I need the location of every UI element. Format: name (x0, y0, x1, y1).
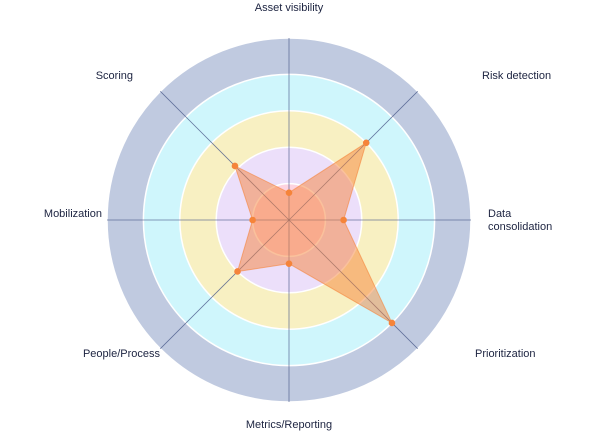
data-point[interactable] (234, 268, 241, 275)
data-point[interactable] (249, 216, 256, 224)
data-point[interactable] (340, 216, 347, 224)
axis-label: Data (488, 208, 512, 220)
axis-label: Prioritization (475, 348, 536, 360)
data-point[interactable] (285, 260, 293, 267)
data-point[interactable] (231, 162, 239, 170)
axis-label: Asset visibility (255, 2, 324, 14)
axis-label: Mobilization (44, 208, 102, 220)
axis-labels: Asset visibility Risk detection Dataconsol… (44, 2, 552, 431)
axis-label: Risk detection (482, 70, 551, 82)
axis-label: consolidation (488, 221, 552, 233)
axis-label: Metrics/Reporting (246, 419, 332, 431)
data-point[interactable] (362, 139, 370, 147)
data-point[interactable] (285, 189, 293, 196)
series-polygon-group (231, 139, 396, 327)
axis-label: People/Process (83, 348, 161, 360)
data-point[interactable] (388, 319, 396, 327)
axis-label: Scoring (96, 70, 133, 82)
